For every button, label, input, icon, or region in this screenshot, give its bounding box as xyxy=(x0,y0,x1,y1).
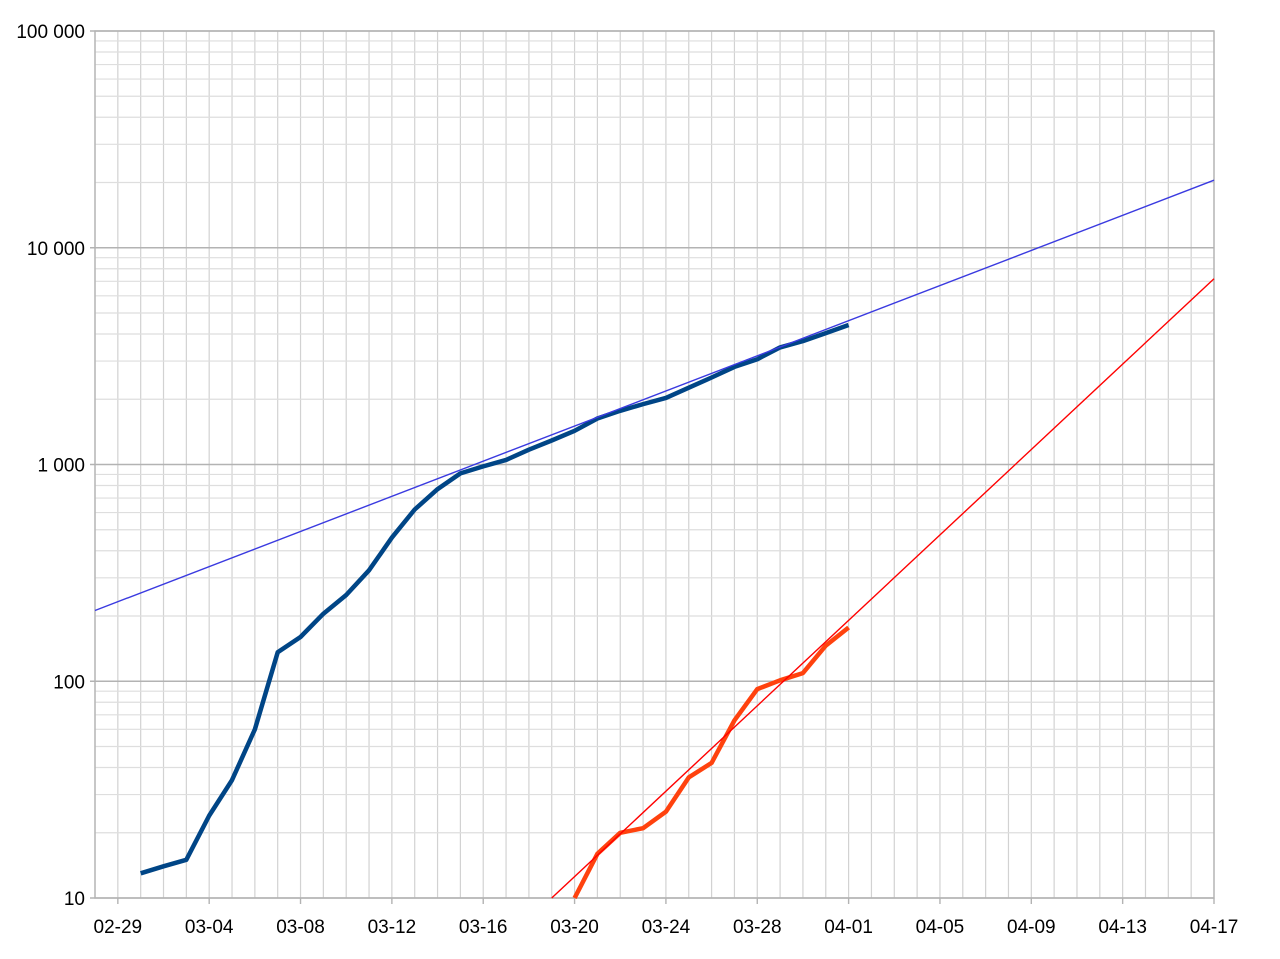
grid xyxy=(90,30,1215,904)
x-tick-label: 03-20 xyxy=(550,917,599,938)
x-tick-label: 03-24 xyxy=(642,917,691,938)
series-line-2-trend xyxy=(94,179,1215,612)
x-tick-label: 04-09 xyxy=(1007,917,1056,938)
y-tick-label: 1 000 xyxy=(37,456,85,477)
x-tick-label: 04-01 xyxy=(824,917,873,938)
y-tick-label: 100 000 xyxy=(16,22,85,43)
x-tick-label: 04-17 xyxy=(1190,917,1239,938)
series-line-4-trend xyxy=(551,278,1215,899)
y-tick-label: 100 xyxy=(53,672,85,693)
y-tick-label: 10 xyxy=(64,889,85,910)
x-tick-label: 04-13 xyxy=(1098,917,1147,938)
x-tick-label: 03-04 xyxy=(185,917,234,938)
axis-labels: 02-29 03-04 03-08 03-12 03-16 03-20 03-24 03-28… xyxy=(16,22,1238,938)
y-tick-label: 10 000 xyxy=(27,239,85,260)
x-tick-label: 02-29 xyxy=(94,917,143,938)
x-tick-label: 03-08 xyxy=(276,917,325,938)
series-line-3-data xyxy=(572,625,850,900)
plot-frame xyxy=(94,30,1215,899)
x-tick-label: 04-05 xyxy=(916,917,965,938)
series-line-1-data xyxy=(140,322,850,876)
x-tick-label: 03-28 xyxy=(733,917,782,938)
x-tick-label: 03-12 xyxy=(368,917,417,938)
series-layer xyxy=(94,179,1215,900)
x-tick-label: 03-16 xyxy=(459,917,508,938)
